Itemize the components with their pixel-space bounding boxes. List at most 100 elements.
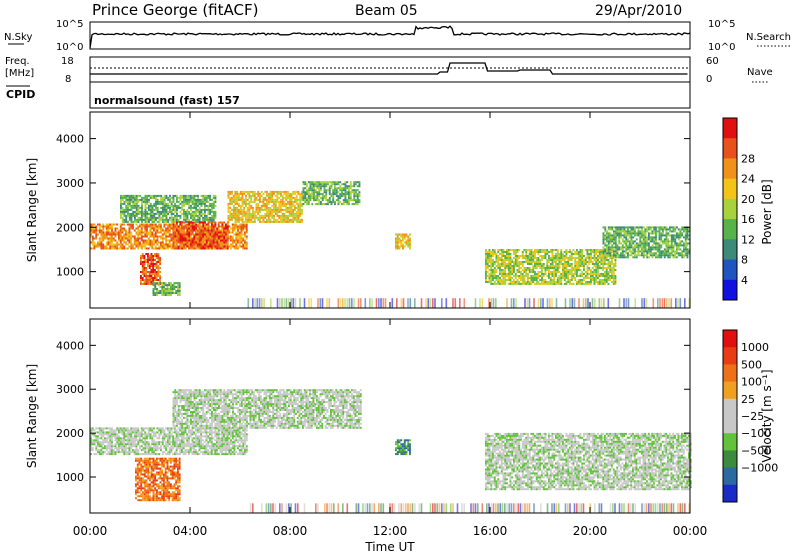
- scatter-cell: [287, 190, 289, 193]
- scatter-cell: [159, 275, 162, 277]
- scatter-cell: [118, 235, 120, 238]
- scatter-cell: [504, 277, 507, 279]
- scatter-cell: [160, 210, 163, 213]
- scatter-cell: [321, 181, 324, 184]
- scatter-cell: [492, 255, 494, 257]
- scatter-cell: [613, 230, 615, 233]
- scatter-cell: [127, 204, 129, 207]
- scatter-cell: [114, 447, 117, 450]
- scatter-cell: [516, 279, 519, 281]
- scatter-cell: [143, 259, 146, 261]
- scatter-cell: [274, 206, 277, 209]
- scatter-cell: [348, 191, 350, 194]
- scatter-cell: [516, 271, 519, 273]
- scatter-cell: [318, 203, 321, 206]
- scatter-cell: [250, 200, 253, 203]
- scatter-cell: [257, 204, 260, 207]
- scatter-cell: [535, 267, 538, 269]
- scatter-cell: [193, 196, 196, 199]
- scatter-cell: [278, 190, 281, 193]
- scatter-cell: [241, 218, 244, 221]
- scatter-cell: [541, 269, 543, 271]
- scatter-cell: [274, 202, 277, 205]
- scatter-cell: [154, 275, 156, 277]
- scatter-cell: [506, 259, 508, 261]
- scatter-cell: [154, 253, 156, 255]
- scatter-cell: [602, 226, 605, 229]
- scatter-cell: [335, 183, 338, 186]
- colorbar-swatch: [723, 198, 737, 220]
- scatter-cell: [200, 212, 203, 215]
- scatter-cell: [614, 240, 617, 243]
- scatter-cell: [658, 252, 661, 255]
- scatter-cell: [614, 226, 617, 229]
- scatter-cell: [400, 241, 403, 244]
- scatter-cell: [492, 263, 494, 265]
- scatter-cell: [534, 255, 536, 257]
- scatter-cell: [105, 247, 108, 250]
- scatter-cell: [655, 234, 657, 237]
- ground-scatter-cell: [623, 298, 625, 308]
- scatter-cell: [100, 231, 103, 234]
- scatter-cell: [549, 267, 552, 269]
- scatter-cell: [511, 282, 514, 285]
- scatter-cell: [152, 277, 155, 279]
- scatter-cell: [219, 229, 222, 232]
- scatter-cell: [186, 227, 189, 230]
- scatter-cell: [677, 248, 680, 251]
- scatter-cell: [130, 233, 133, 236]
- scatter-cell: [523, 277, 526, 279]
- scatter-cell: [649, 228, 652, 231]
- scatter-cell: [532, 251, 535, 253]
- scatter-cell: [335, 193, 338, 196]
- scatter-cell: [246, 216, 249, 219]
- scatter-cell: [574, 267, 577, 269]
- scatter-cell: [518, 271, 521, 273]
- scatter-cell: [155, 198, 157, 201]
- scatter-cell: [238, 198, 240, 201]
- scatter-cell: [683, 250, 685, 253]
- ground-scatter-cell: [261, 298, 263, 308]
- scatter-cell: [160, 202, 163, 205]
- scatter-cell: [257, 192, 260, 195]
- scatter-cell: [593, 265, 596, 267]
- scatter-cell: [142, 223, 145, 226]
- scatter-cell: [109, 439, 112, 442]
- scatter-cell: [141, 212, 143, 215]
- scatter-cell: [612, 269, 615, 271]
- scatter-cell: [663, 254, 666, 257]
- scatter-cell: [166, 292, 169, 294]
- scatter-cell: [330, 185, 333, 188]
- scatter-cell: [183, 243, 185, 246]
- scatter-cell: [556, 257, 559, 259]
- scatter-cell: [137, 225, 140, 228]
- scatter-cell: [172, 235, 175, 238]
- scatter-cell: [178, 294, 181, 296]
- scatter-cell: [584, 281, 587, 283]
- scatter-cell: [674, 256, 677, 259]
- scatter-cell: [111, 437, 113, 440]
- scatter-cell: [395, 243, 397, 246]
- scatter-cell: [548, 267, 550, 269]
- scatter-cell: [186, 225, 189, 228]
- scatter-cell: [159, 279, 162, 281]
- scatter-cell: [188, 231, 191, 234]
- scatter-cell: [109, 443, 112, 446]
- scatter-cell: [544, 282, 547, 285]
- scatter-cell: [525, 275, 528, 277]
- scatter-cell: [611, 234, 614, 237]
- scatter-cell: [207, 245, 210, 248]
- scatter-cell: [396, 247, 399, 250]
- scatter-cell: [579, 253, 582, 255]
- scatter-cell: [621, 226, 624, 229]
- scatter-cell: [355, 203, 357, 206]
- scatter-cell: [518, 255, 521, 257]
- scatter-cell: [134, 194, 136, 197]
- scatter-cell: [576, 253, 578, 255]
- scatter-cell: [621, 240, 624, 243]
- scatter-cell: [242, 245, 245, 248]
- scatter-cell: [630, 244, 633, 247]
- scatter-cell: [141, 216, 143, 219]
- scatter-cell: [109, 437, 112, 440]
- scatter-cell: [609, 238, 612, 241]
